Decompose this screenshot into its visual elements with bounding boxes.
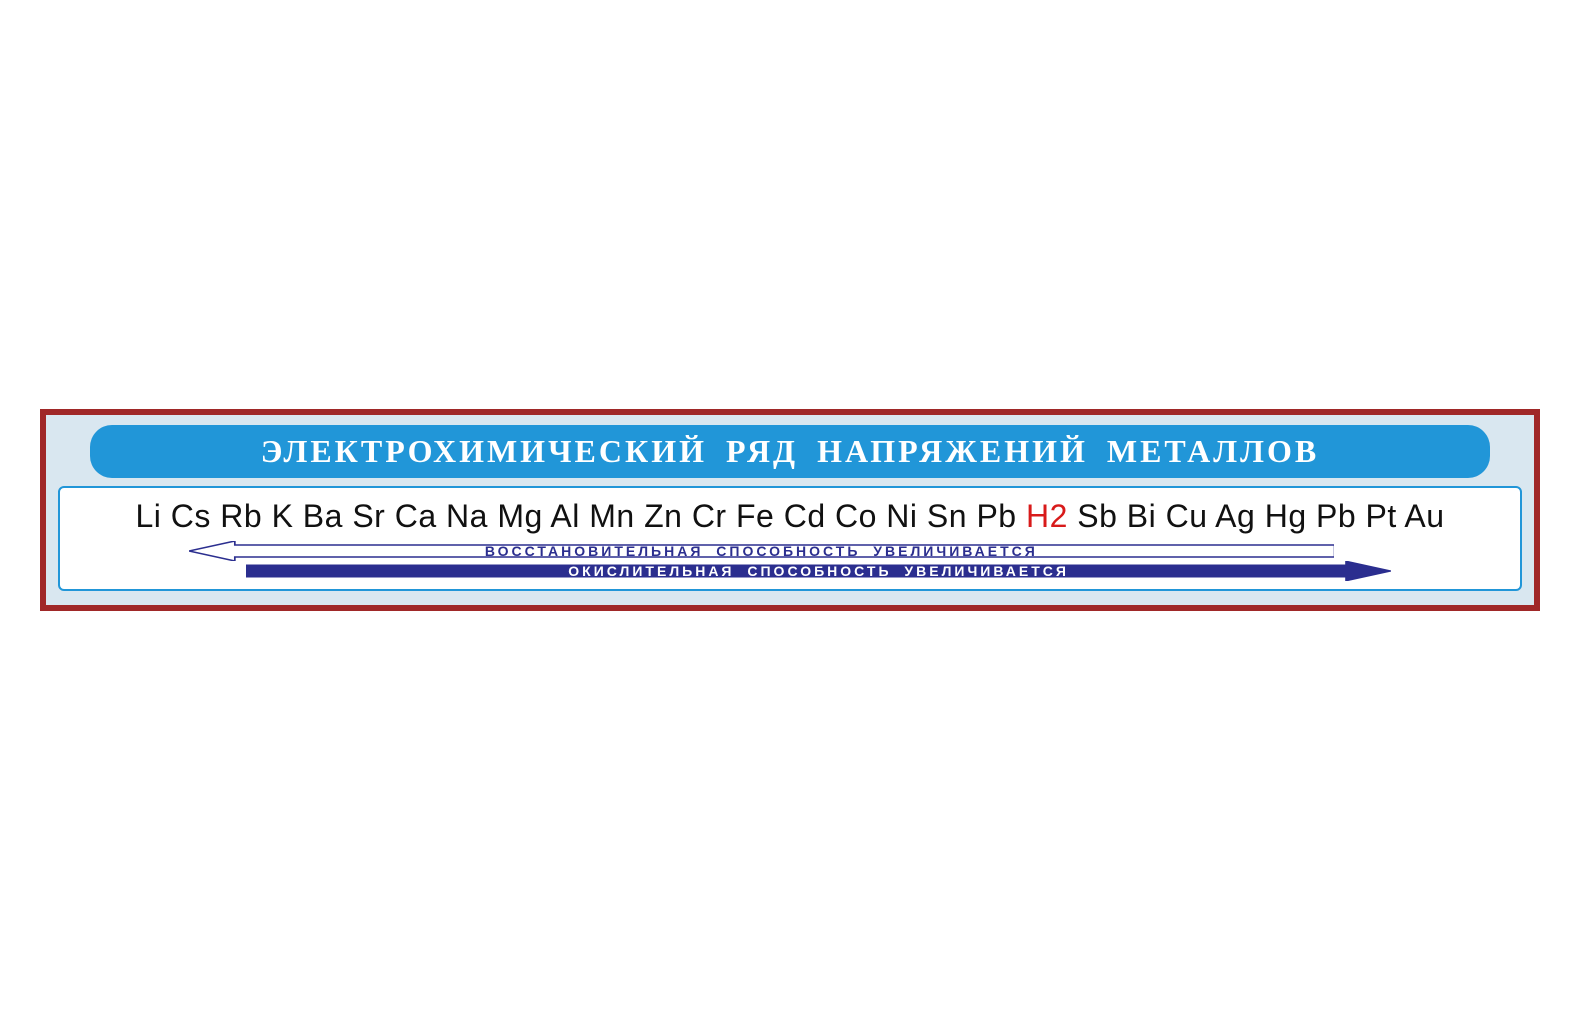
element-ca: Ca bbox=[395, 498, 437, 534]
element-fe: Fe bbox=[736, 498, 774, 534]
arrow-bottom-label: ОКИСЛИТЕЛЬНАЯ СПОСОБНОСТЬ УВЕЛИЧИВАЕТСЯ bbox=[568, 563, 1069, 579]
element-hg: Hg bbox=[1265, 498, 1307, 534]
arrow-oxidizing: ОКИСЛИТЕЛЬНАЯ СПОСОБНОСТЬ УВЕЛИЧИВАЕТСЯ bbox=[246, 561, 1392, 581]
element-na: Na bbox=[446, 498, 488, 534]
element-sn: Sn bbox=[927, 498, 967, 534]
element-rb: Rb bbox=[220, 498, 262, 534]
element-ba: Ba bbox=[303, 498, 343, 534]
arrow-top-label: ВОССТАНОВИТЕЛЬНАЯ СПОСОБНОСТЬ УВЕЛИЧИВАЕ… bbox=[485, 543, 1038, 559]
element-mg: Mg bbox=[497, 498, 542, 534]
content-box: Li Cs Rb K Ba Sr Ca Na Mg Al Mn Zn Cr Fe… bbox=[58, 486, 1522, 591]
element-zn: Zn bbox=[644, 498, 682, 534]
elements-row: Li Cs Rb K Ba Sr Ca Na Mg Al Mn Zn Cr Fe… bbox=[74, 498, 1506, 535]
arrow-reducing: ВОССТАНОВИТЕЛЬНАЯ СПОСОБНОСТЬ УВЕЛИЧИВАЕ… bbox=[189, 541, 1335, 561]
element-au: Au bbox=[1404, 498, 1444, 534]
element-mn: Mn bbox=[589, 498, 634, 534]
element-cd: Cd bbox=[784, 498, 826, 534]
element-pb: Pb bbox=[1316, 498, 1356, 534]
panel-title: ЭЛЕКТРОХИМИЧЕСКИЙ РЯД НАПРЯЖЕНИЙ МЕТАЛЛО… bbox=[261, 433, 1319, 469]
element-pt: Pt bbox=[1366, 498, 1397, 534]
element-al: Al bbox=[550, 498, 579, 534]
title-bar: ЭЛЕКТРОХИМИЧЕСКИЙ РЯД НАПРЯЖЕНИЙ МЕТАЛЛО… bbox=[90, 425, 1490, 478]
element-li: Li bbox=[135, 498, 161, 534]
element-sb: Sb bbox=[1077, 498, 1117, 534]
element-cr: Cr bbox=[692, 498, 727, 534]
element-pb: Pb bbox=[976, 498, 1016, 534]
element-co: Co bbox=[835, 498, 877, 534]
arrows-block: ВОССТАНОВИТЕЛЬНАЯ СПОСОБНОСТЬ УВЕЛИЧИВАЕ… bbox=[74, 541, 1506, 581]
element-ni: Ni bbox=[886, 498, 917, 534]
element-h2: H2 bbox=[1026, 498, 1068, 534]
element-cu: Cu bbox=[1166, 498, 1208, 534]
element-cs: Cs bbox=[171, 498, 211, 534]
element-k: K bbox=[272, 498, 294, 534]
element-ag: Ag bbox=[1215, 498, 1255, 534]
activity-series-panel: ЭЛЕКТРОХИМИЧЕСКИЙ РЯД НАПРЯЖЕНИЙ МЕТАЛЛО… bbox=[40, 409, 1540, 611]
element-sr: Sr bbox=[352, 498, 385, 534]
element-bi: Bi bbox=[1127, 498, 1156, 534]
